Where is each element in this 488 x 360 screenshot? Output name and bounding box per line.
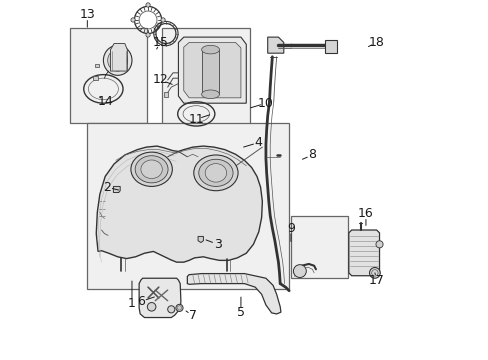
Text: 4: 4 (254, 136, 262, 149)
Text: 12: 12 (152, 73, 168, 86)
Text: 6: 6 (137, 295, 144, 308)
Polygon shape (95, 64, 99, 67)
Ellipse shape (141, 160, 162, 179)
Polygon shape (93, 76, 98, 80)
Ellipse shape (145, 3, 150, 7)
Text: 10: 10 (258, 97, 273, 110)
Polygon shape (113, 186, 120, 193)
Ellipse shape (205, 163, 226, 182)
Ellipse shape (198, 159, 233, 186)
Text: 15: 15 (152, 36, 168, 49)
Polygon shape (267, 37, 283, 53)
Text: 7: 7 (188, 309, 196, 322)
Polygon shape (348, 230, 379, 276)
Ellipse shape (369, 267, 380, 278)
Ellipse shape (293, 265, 305, 278)
Ellipse shape (145, 33, 150, 37)
Ellipse shape (375, 241, 382, 248)
Text: 18: 18 (368, 36, 384, 49)
Text: 2: 2 (103, 181, 111, 194)
Ellipse shape (176, 304, 183, 311)
Ellipse shape (107, 50, 127, 71)
Polygon shape (164, 93, 167, 97)
Ellipse shape (131, 18, 135, 22)
Ellipse shape (201, 45, 219, 54)
Text: 16: 16 (357, 207, 373, 220)
Text: 11: 11 (188, 113, 203, 126)
Polygon shape (178, 37, 246, 103)
Bar (87, 123, 288, 289)
Ellipse shape (147, 302, 156, 311)
Polygon shape (139, 278, 181, 318)
Ellipse shape (103, 45, 132, 75)
Text: 3: 3 (213, 238, 221, 251)
Bar (70, 28, 147, 123)
Ellipse shape (161, 18, 165, 22)
Bar (162, 28, 249, 130)
Polygon shape (110, 44, 127, 71)
Polygon shape (198, 237, 203, 243)
Text: 9: 9 (286, 222, 294, 235)
Polygon shape (183, 42, 241, 98)
Text: 13: 13 (79, 9, 95, 22)
Text: 17: 17 (368, 274, 384, 287)
Bar (290, 216, 347, 278)
Text: 5: 5 (237, 306, 244, 319)
Ellipse shape (193, 155, 238, 191)
Polygon shape (324, 40, 337, 53)
Polygon shape (201, 50, 219, 94)
Text: 8: 8 (308, 148, 316, 162)
Ellipse shape (135, 156, 168, 183)
Polygon shape (187, 274, 281, 314)
Polygon shape (96, 146, 262, 262)
Ellipse shape (201, 90, 219, 99)
Text: 14: 14 (97, 95, 113, 108)
Ellipse shape (131, 152, 172, 186)
Text: 1: 1 (128, 297, 136, 310)
Ellipse shape (167, 306, 175, 313)
